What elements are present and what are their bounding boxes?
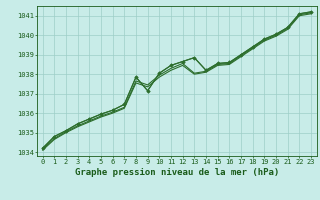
X-axis label: Graphe pression niveau de la mer (hPa): Graphe pression niveau de la mer (hPa): [75, 168, 279, 177]
